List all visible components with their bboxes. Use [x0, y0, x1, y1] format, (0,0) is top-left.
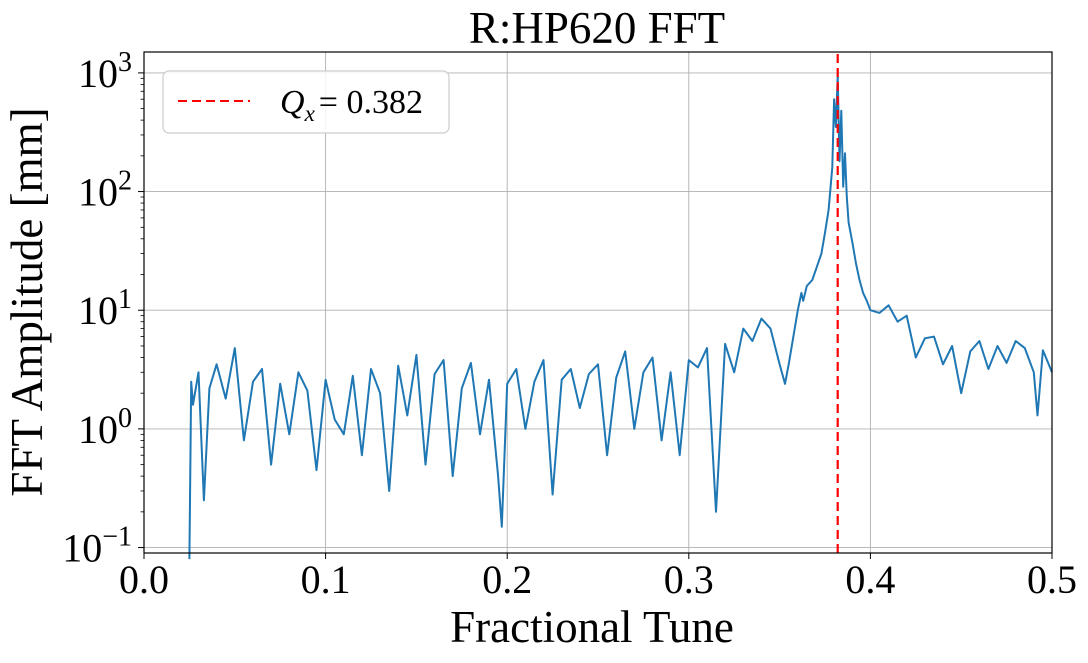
x-tick-label: 0.5: [1027, 557, 1077, 602]
chart-title: R:HP620 FFT: [469, 3, 725, 53]
y-tick-label: 102: [78, 166, 132, 215]
y-tick-label: 100: [78, 403, 132, 452]
legend-symbol: Q: [280, 84, 305, 121]
legend-subscript: x: [304, 101, 316, 126]
series-layer: [188, 52, 1053, 560]
fft-amplitude-line: [188, 74, 1053, 560]
x-tick-label: 0.3: [664, 557, 714, 602]
y-tick-label: 10−1: [62, 522, 132, 571]
x-tick-label: 0.0: [119, 557, 169, 602]
x-tick-label: 0.4: [845, 557, 895, 602]
legend-label: Qx = 0.382: [280, 84, 423, 126]
legend-value: = 0.382: [319, 84, 423, 121]
y-tick-label: 101: [78, 284, 132, 333]
plot-frame: [143, 51, 1053, 554]
legend-box: [162, 70, 450, 134]
x-axis-label: Fractional Tune: [450, 602, 734, 652]
x-tick-label: 0.2: [482, 557, 532, 602]
x-tick-label: 0.1: [301, 557, 351, 602]
y-tick-layer: 10−1 100 101 102 103: [62, 47, 144, 571]
y-tick-label: 103: [78, 47, 132, 96]
x-tick-layer: 0.0 0.1 0.2 0.3 0.4 0.5: [119, 553, 1077, 602]
legend: Qx = 0.382: [162, 70, 450, 134]
y-axis-label: FFT Amplitude [mm]: [2, 107, 52, 496]
